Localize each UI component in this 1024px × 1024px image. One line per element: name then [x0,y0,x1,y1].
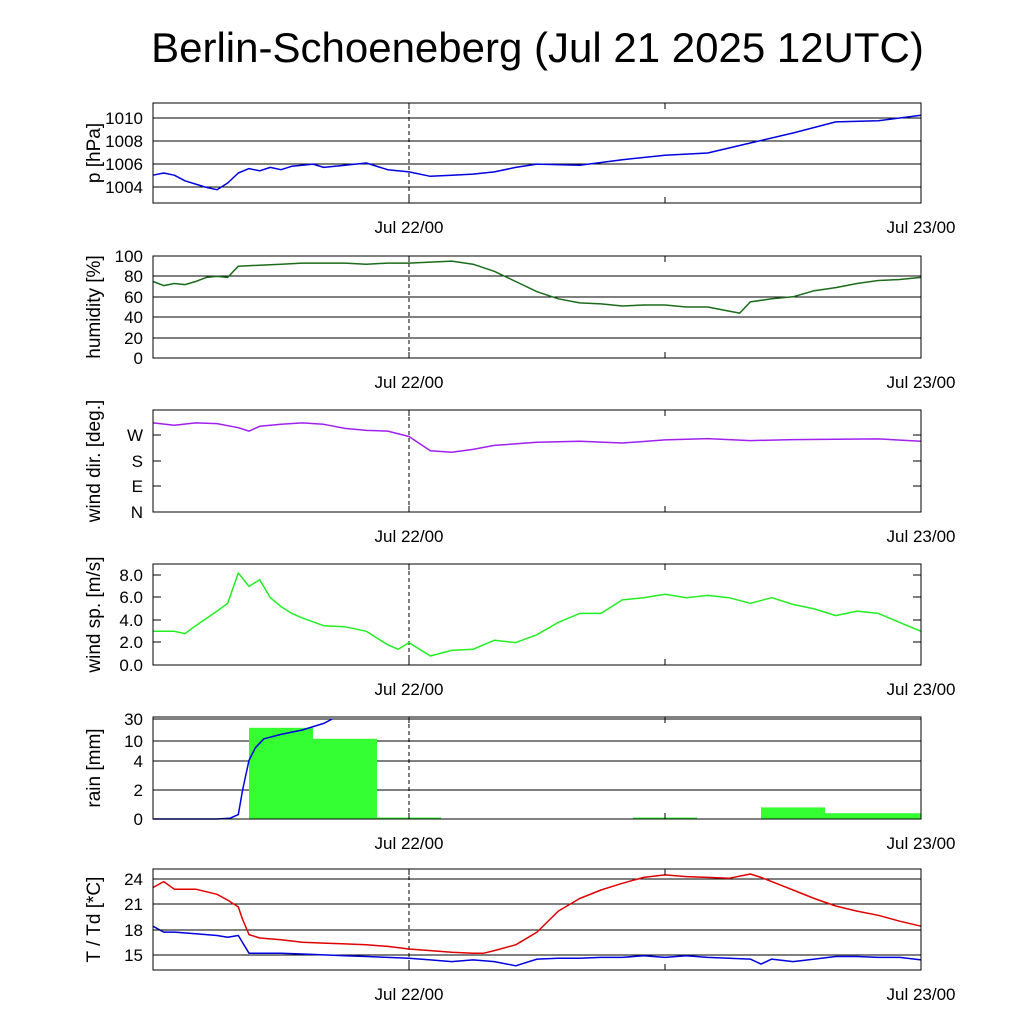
rain-bar [825,813,889,819]
y-tick-label: 4.0 [119,611,143,630]
rain-bar [313,738,377,819]
plot-frame [152,716,922,820]
panel-wind_speed: 0.0 2.0 4.0 6.0 8.0 Jul 22/00 Jul 23/00 wind sp… [84,556,956,699]
y-tick-label: 1004 [105,178,143,197]
x-tick-label: Jul 23/00 [887,373,956,392]
y-tick-label: 2.0 [119,633,143,652]
y-tick-label: 18 [124,921,143,940]
y-tick-label: 6.0 [119,588,143,607]
plot-frame [152,255,922,359]
y-tick-label: 8.0 [119,566,143,585]
series-line-humidity [152,260,922,314]
y-tick-label: 40 [124,308,143,327]
y-tick-label: 1008 [105,132,143,151]
y-tick-label: 4 [134,752,143,771]
y-tick-label: S [132,452,143,471]
y-tick-label: 100 [115,247,143,266]
y-axis-label: p [hPa] [84,123,105,183]
x-tick-label: Jul 23/00 [887,218,956,237]
series-line-wind_dir [152,422,922,453]
y-tick-label: N [131,503,143,522]
plot-frame [152,102,922,204]
panel-rain: 0 2 410 30 Jul 22/00 Jul 23/00 rain [mm] [84,710,956,853]
rain-bar [889,813,921,819]
panel-temperature: 15 18 21 24 Jul 22/00 Jul 23/00 T / Td [*C] [84,868,956,1004]
y-axis-label: humidity [%] [84,255,105,358]
y-tick-label: 10 [124,732,143,751]
y-tick-label: 30 [124,710,143,729]
y-tick-label: 0 [134,349,143,368]
x-tick-label: Jul 22/00 [375,527,444,546]
series-line-temperature [152,873,922,954]
y-tick-label: 0.0 [119,656,143,675]
panel-pressure: 1004 1006 1008 1010 Jul 22/00 Jul 23/00 p [hPa… [84,102,956,237]
x-tick-label: Jul 22/00 [375,680,444,699]
series-line-pressure [152,114,922,191]
y-axis-label: T / Td [*C] [84,877,105,963]
y-tick-label: 80 [124,267,143,286]
chart-title: Berlin-Schoeneberg (Jul 21 2025 12UTC) [151,24,924,71]
plot-frame [152,563,922,666]
y-axis-label: wind sp. [m/s] [84,556,105,673]
y-tick-label: 24 [124,870,143,889]
y-tick-label: 15 [124,946,143,965]
x-tick-label: Jul 22/00 [375,985,444,1004]
y-tick-label: 60 [124,288,143,307]
x-tick-label: Jul 23/00 [887,985,956,1004]
y-tick-label: W [127,426,143,445]
y-tick-label: 20 [124,329,143,348]
y-tick-label: 21 [124,895,143,914]
rain-bar [761,807,825,819]
x-tick-label: Jul 22/00 [375,218,444,237]
x-tick-label: Jul 23/00 [887,680,956,699]
y-tick-label: E [132,477,143,496]
y-axis-label: rain [mm] [84,728,105,807]
y-axis-label: wind dir. [deg.] [84,400,105,524]
x-tick-label: Jul 23/00 [887,834,956,853]
y-tick-label: 1010 [105,109,143,128]
plot-frame [152,868,922,971]
x-tick-label: Jul 22/00 [375,834,444,853]
y-tick-label: 2 [134,781,143,800]
y-tick-label: 0 [134,810,143,829]
x-tick-label: Jul 22/00 [375,373,444,392]
series-line-wind_speed [153,572,922,657]
y-tick-label: 1006 [105,155,143,174]
series-line-dewpoint [152,925,922,967]
x-tick-label: Jul 23/00 [887,527,956,546]
rain-bar [249,727,313,819]
